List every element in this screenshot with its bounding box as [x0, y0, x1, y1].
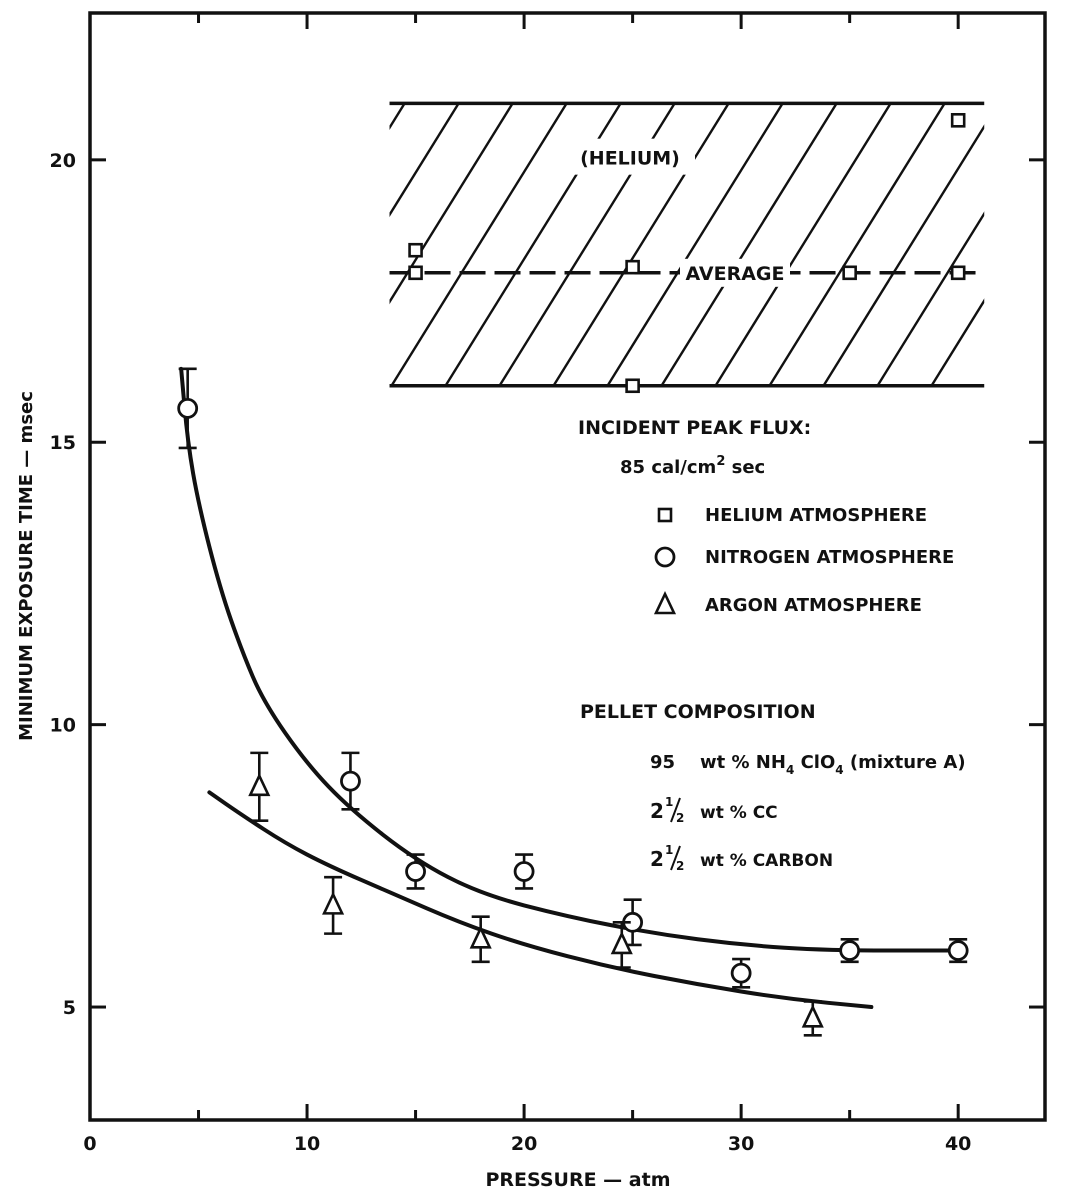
- hatch-line: [389, 103, 406, 130]
- comp-2-whole: 2: [650, 799, 664, 823]
- circle-point-1-3: [513, 861, 535, 882]
- helium-band: [389, 101, 1072, 388]
- x-tick-labels: 0 10 20 30 40: [83, 1133, 971, 1155]
- x-tick-label-4: 40: [945, 1133, 971, 1155]
- comp-1-sub2: 4: [835, 763, 843, 777]
- comp-1-num: 95: [650, 752, 675, 773]
- y-tick-label-3: 20: [50, 150, 76, 172]
- y-tick-label-2: 15: [50, 432, 76, 454]
- square-point-0-2: [625, 259, 640, 275]
- legend-marker-triangle: [653, 590, 677, 615]
- hatch-line: [930, 298, 985, 386]
- y-tick-label-1: 10: [50, 715, 76, 737]
- fit-curve-1: [179, 366, 961, 953]
- legend: HELIUM ATMOSPHERE NITROGEN ATMOSPHERE ARGO…: [653, 505, 954, 616]
- x-tick-label-0: 0: [83, 1133, 96, 1155]
- y-tick-label-0: 5: [63, 997, 76, 1019]
- comp-2-den: 2: [676, 811, 684, 825]
- triangle-point-2-3: [610, 930, 633, 955]
- flux-value-suffix: sec: [725, 457, 765, 478]
- comp-3-num: 1: [665, 843, 673, 857]
- x-axis-label: PRESSURE — atm: [485, 1169, 670, 1191]
- composition-line-3: 2 1 2 wt % CARBON: [650, 843, 833, 873]
- composition-line-2: 2 1 2 wt % CC: [650, 795, 778, 825]
- comp-1-mid: ClO: [794, 752, 835, 773]
- flux-value: 85 cal/cm2 sec: [620, 454, 765, 478]
- legend-label-2: ARGON ATMOSPHERE: [705, 595, 922, 616]
- comp-2-num: 1: [665, 795, 673, 809]
- fit-curves: [179, 366, 961, 1010]
- fit-curve-2: [207, 790, 874, 1010]
- square-point-0-1: [408, 265, 423, 281]
- comp-1-sub1: 4: [786, 763, 794, 777]
- hatch-line: [660, 103, 838, 386]
- comp-3-den: 2: [676, 859, 684, 873]
- band-label: (HELIUM): [580, 148, 680, 170]
- square-point-0-0: [408, 242, 423, 258]
- band-hatch: [389, 103, 1072, 386]
- legend-marker-square: [657, 507, 673, 523]
- flux-title: INCIDENT PEAK FLUX:: [578, 417, 811, 439]
- square-point-0-5: [950, 265, 966, 281]
- square-point-0-3: [625, 378, 640, 394]
- comp-3-whole: 2: [650, 847, 664, 871]
- x-tick-label-1: 10: [294, 1133, 320, 1155]
- triangle-point-2-0: [248, 772, 271, 797]
- square-point-0-4: [842, 265, 857, 281]
- comp-3-slash: [670, 845, 681, 871]
- comp-1-pre: wt % NH: [700, 752, 786, 773]
- y-ticks: [90, 158, 1045, 1009]
- flux-value-sup: 2: [716, 454, 725, 469]
- circle-point-1-1: [340, 770, 361, 792]
- hatch-line: [606, 103, 784, 386]
- hatch-line: [389, 103, 460, 218]
- comp-1-post: (mixture A): [844, 752, 966, 773]
- y-tick-labels: 5 10 15 20: [50, 150, 76, 1019]
- square-point-0-6: [950, 113, 966, 128]
- legend-marker-circle: [654, 546, 676, 568]
- composition-line-1: 95 wt % NH4 ClO4 (mixture A): [650, 752, 966, 777]
- flux-value-prefix: 85 cal/cm: [620, 457, 716, 478]
- comp-3-text: wt % CARBON: [700, 851, 833, 871]
- x-ticks: [88, 13, 960, 1120]
- average-label-mask: [680, 258, 790, 287]
- circle-point-1-5: [730, 962, 752, 984]
- circle-point-1-0: [177, 397, 199, 419]
- triangle-point-2-2: [469, 925, 492, 949]
- triangle-point-2-4: [801, 1004, 824, 1028]
- band-label-mask: [565, 138, 695, 175]
- composition-title: PELLET COMPOSITION: [580, 701, 816, 723]
- legend-label-0: HELIUM ATMOSPHERE: [705, 505, 927, 526]
- data-points: [177, 113, 969, 1037]
- hatch-line: [389, 103, 514, 305]
- circle-point-1-6: [839, 940, 861, 961]
- average-label: AVERAGE: [685, 263, 784, 285]
- hatch-line: [714, 103, 892, 386]
- y-axis-label: MINIMUM EXPOSURE TIME — msec: [16, 391, 37, 741]
- hatch-line: [876, 211, 985, 386]
- hatch-line: [552, 103, 730, 386]
- circle-point-1-7: [947, 940, 969, 961]
- circle-point-1-2: [405, 861, 426, 882]
- plot-frame: [88, 11, 1047, 1122]
- legend-label-1: NITROGEN ATMOSPHERE: [705, 547, 954, 568]
- x-tick-label-2: 20: [511, 1133, 537, 1155]
- comp-2-slash: [670, 797, 681, 823]
- triangle-point-2-1: [322, 891, 345, 915]
- hatch-line: [390, 103, 568, 386]
- x-tick-label-3: 30: [728, 1133, 754, 1155]
- hatch-line: [768, 103, 946, 386]
- hatch-line: [822, 124, 985, 386]
- hatch-line: [986, 103, 1072, 385]
- comp-2-text: wt % CC: [700, 803, 778, 823]
